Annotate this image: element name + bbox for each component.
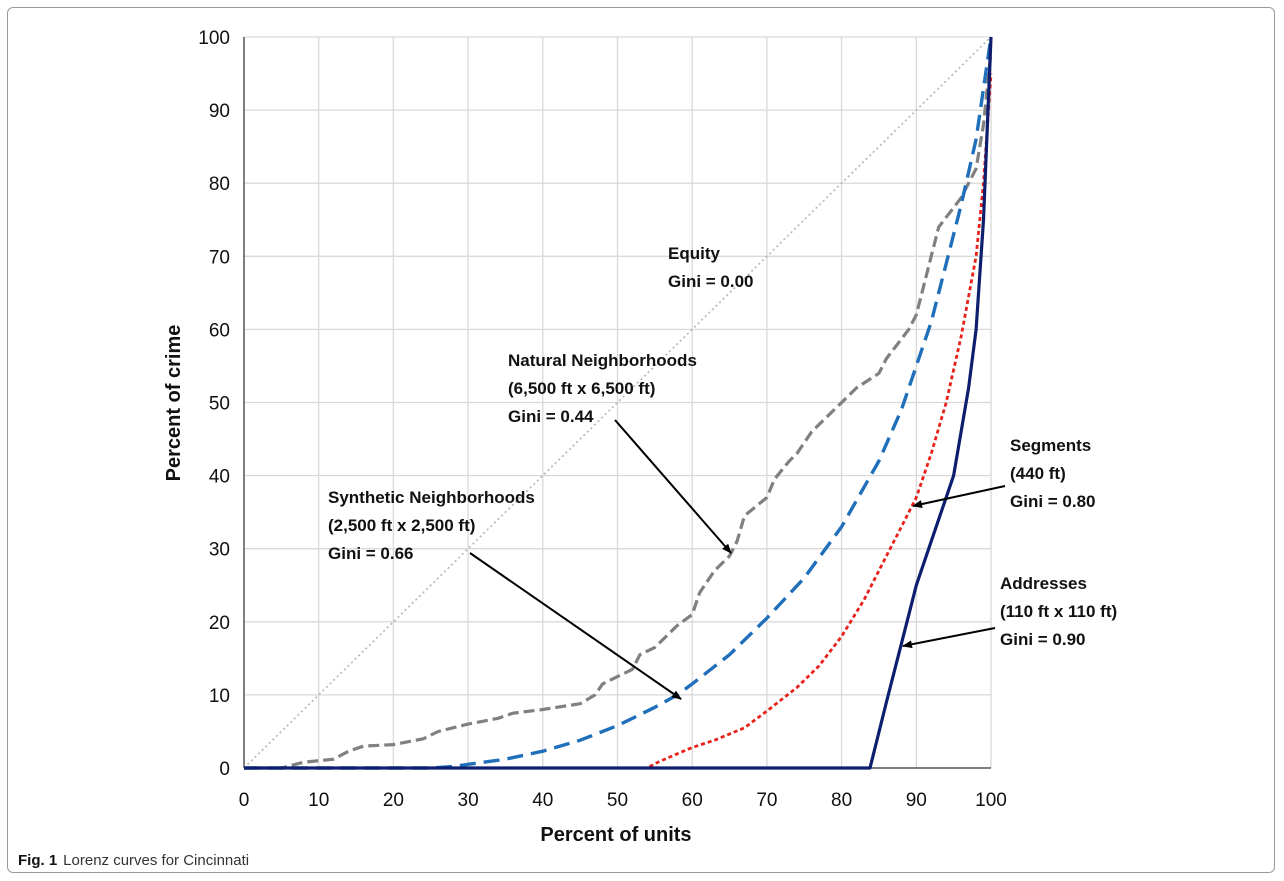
y-tick-label: 40 bbox=[209, 467, 230, 488]
annotation-synthetic: Synthetic Neighborhoods (2,500 ft x 2,500… bbox=[328, 488, 682, 700]
series-line-equity bbox=[243, 36, 992, 769]
y-tick-label: 60 bbox=[209, 320, 230, 341]
series-line-segments bbox=[244, 73, 993, 770]
annotation-text: Addresses bbox=[1000, 574, 1087, 593]
x-tick-label: 100 bbox=[975, 790, 1007, 811]
x-axis-label: Percent of units bbox=[540, 824, 691, 846]
annotation-text: Natural Neighborhoods bbox=[508, 351, 697, 370]
series-line-natural bbox=[244, 51, 993, 770]
x-tick-label: 10 bbox=[308, 790, 329, 811]
annotation-text: Synthetic Neighborhoods bbox=[328, 488, 535, 507]
annotation-text: Gini = 0.00 bbox=[668, 272, 754, 291]
annotation-text: Gini = 0.80 bbox=[1010, 492, 1096, 511]
y-tick-label: 30 bbox=[209, 540, 230, 561]
y-tick-label: 70 bbox=[209, 247, 230, 268]
x-tick-label: 40 bbox=[532, 790, 553, 811]
series-line-addresses bbox=[244, 36, 993, 770]
figure-frame bbox=[7, 7, 1275, 873]
x-tick-label: 20 bbox=[383, 790, 404, 811]
y-tick-label: 90 bbox=[209, 101, 230, 122]
y-tick-label: 20 bbox=[209, 613, 230, 634]
figure-caption: Fig. 1 Lorenz curves for Cincinnati bbox=[18, 852, 249, 869]
annotation-text: Gini = 0.66 bbox=[328, 544, 414, 563]
annotation-text: Gini = 0.44 bbox=[508, 407, 594, 426]
x-tick-label: 60 bbox=[682, 790, 703, 811]
y-tick-label: 0 bbox=[219, 759, 230, 780]
annotation-text: (6,500 ft x 6,500 ft) bbox=[508, 379, 655, 398]
annotation-arrow bbox=[902, 627, 996, 649]
y-tick-label: 100 bbox=[198, 28, 230, 49]
x-tick-label: 90 bbox=[906, 790, 927, 811]
annotation-natural: Natural Neighborhoods (6,500 ft x 6,500 f… bbox=[508, 351, 732, 554]
annotation-text: Gini = 0.90 bbox=[1000, 630, 1086, 649]
y-tick-label: 50 bbox=[209, 394, 230, 415]
y-axis-label: Percent of crime bbox=[163, 325, 185, 482]
annotation-text: (440 ft) bbox=[1010, 464, 1066, 483]
y-tick-label: 80 bbox=[209, 174, 230, 195]
annotation-text: (110 ft x 110 ft) bbox=[1000, 602, 1117, 621]
annotations: Equity Gini = 0.00 Natural Neighborhoods (6… bbox=[328, 244, 1117, 700]
y-tick-label: 10 bbox=[209, 686, 230, 707]
figure-number: Fig. 1 bbox=[18, 852, 58, 869]
series-line-synthetic bbox=[244, 36, 993, 770]
x-tick-label: 30 bbox=[458, 790, 479, 811]
series-lines bbox=[243, 36, 993, 770]
annotation-equity: Equity Gini = 0.00 bbox=[668, 244, 754, 291]
annotation-arrow bbox=[912, 485, 1006, 508]
annotation-arrow bbox=[469, 552, 682, 700]
x-tick-label: 70 bbox=[756, 790, 777, 811]
caption-text: Lorenz curves for Cincinnati bbox=[63, 852, 250, 869]
annotation-text: (2,500 ft x 2,500 ft) bbox=[328, 516, 475, 535]
gridlines bbox=[244, 36, 992, 768]
annotation-addresses: Addresses (110 ft x 110 ft) Gini = 0.90 bbox=[902, 574, 1117, 649]
annotation-segments: Segments (440 ft) Gini = 0.80 bbox=[912, 436, 1096, 511]
x-tick-label: 50 bbox=[607, 790, 628, 811]
annotation-arrow bbox=[614, 419, 732, 554]
annotation-text: Segments bbox=[1010, 436, 1091, 455]
x-tick-label: 0 bbox=[239, 790, 250, 811]
annotation-text: Equity bbox=[668, 244, 720, 263]
x-tick-label: 80 bbox=[831, 790, 852, 811]
